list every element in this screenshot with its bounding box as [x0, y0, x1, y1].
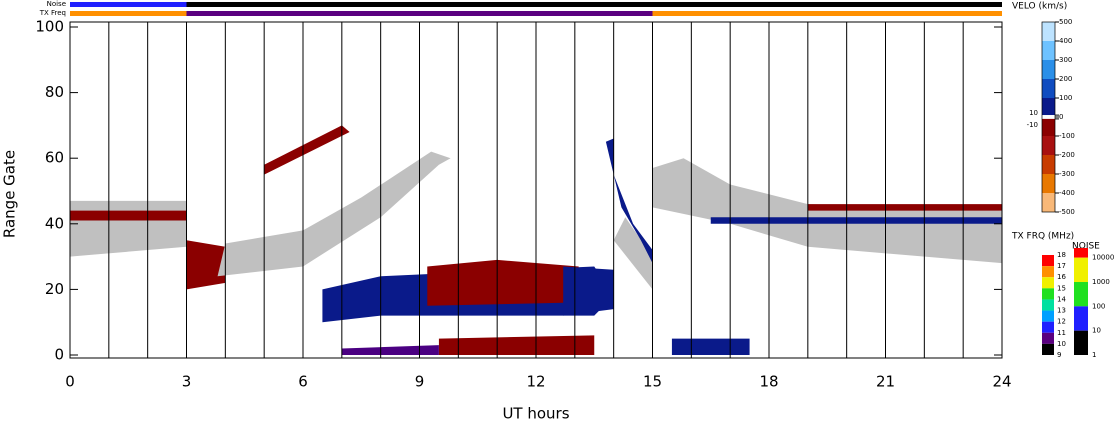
velocity-tick-label: 300: [1059, 56, 1072, 64]
y-tick-label: 40: [45, 214, 64, 232]
velocity-tick-label: -300: [1059, 170, 1075, 178]
freq-tick-label: 9: [1057, 351, 1061, 359]
velocity-tick-label: 100: [1059, 94, 1072, 102]
echo-region: [613, 217, 653, 290]
freq-tick-label: 13: [1057, 307, 1066, 315]
echo-region: [264, 125, 350, 175]
echo-region: [671, 338, 750, 355]
noise-segment: [70, 2, 1002, 7]
y-tick-label: 100: [35, 18, 64, 36]
echo-region: [438, 335, 595, 355]
noise-tick-label: 10000: [1092, 254, 1114, 262]
freq-tick-label: 16: [1057, 273, 1066, 281]
echo-region: [70, 200, 187, 257]
noise-swatch: [1074, 257, 1088, 283]
x-tick-label: 6: [298, 373, 308, 391]
freq-bar-label: TX Freq: [39, 9, 66, 17]
noise-tick-label: 1: [1092, 351, 1096, 359]
velocity-swatch: [1042, 60, 1055, 79]
velocity-swatch: [1042, 98, 1055, 116]
freq-tick-label: 10: [1057, 340, 1066, 348]
freq-tick-label: 18: [1057, 251, 1066, 259]
freq-swatch: [1042, 288, 1054, 300]
x-tick-label: 18: [759, 373, 778, 391]
freq-swatch: [1042, 343, 1054, 355]
echo-region: [605, 138, 653, 264]
velocity-swatch: [1042, 115, 1055, 117]
noise-swatch: [1074, 306, 1088, 331]
velocity-tick-label: -10: [1027, 121, 1038, 129]
velocity-tick-label: -500: [1059, 208, 1075, 216]
echo-region: [186, 240, 226, 290]
velocity-tick-label: 10: [1029, 109, 1038, 117]
noise-swatch: [1074, 282, 1088, 307]
freq-segment: [186, 11, 653, 16]
y-axis-label: Range Gate: [1, 150, 19, 238]
velocity-swatch: [1042, 79, 1055, 98]
velocity-swatch: [1042, 22, 1055, 41]
noise-tick-label: 10: [1092, 327, 1101, 335]
echo-region: [563, 266, 614, 316]
freq-swatch: [1042, 310, 1054, 322]
freq-swatch: [1042, 277, 1054, 289]
freq-tick-label: 12: [1057, 318, 1066, 326]
velocity-tick-label: -400: [1059, 189, 1075, 197]
echo-region: [710, 217, 1002, 224]
noise-bar-label: Noise: [47, 0, 66, 8]
freq-swatch: [1042, 332, 1054, 344]
y-tick-label: 60: [45, 149, 64, 167]
y-tick-label: 0: [54, 346, 64, 364]
velocity-tick-label: -100: [1059, 132, 1075, 140]
velocity-swatch: [1042, 155, 1055, 174]
velocity-swatch: [1042, 41, 1055, 60]
freq-swatch: [1042, 299, 1054, 311]
velocity-swatch: [1042, 118, 1055, 136]
freq-tick-label: 17: [1057, 262, 1066, 270]
freq-tick-label: 11: [1057, 329, 1066, 337]
x-tick-label: 21: [876, 373, 895, 391]
freq-swatch: [1042, 266, 1054, 278]
noise-swatch: [1074, 248, 1088, 258]
noise-swatch: [1074, 330, 1088, 355]
y-tick-label: 20: [45, 280, 64, 298]
freq-segment: [652, 11, 1002, 16]
echo-region: [70, 210, 187, 221]
echo-region: [341, 345, 439, 355]
x-tick-label: 9: [415, 373, 425, 391]
velocity-swatch: [1042, 193, 1055, 212]
x-tick-label: 3: [182, 373, 192, 391]
velocity-swatch: [1042, 174, 1055, 193]
velocity-tick-label: 200: [1059, 75, 1072, 83]
velocity-tick-label: 400: [1059, 37, 1072, 45]
velocity-title: VELO (km/s): [1012, 2, 1067, 12]
echo-region: [217, 151, 451, 277]
velocity-swatch: [1042, 117, 1055, 119]
freq-swatch: [1042, 255, 1054, 267]
velocity-tick-label: -200: [1059, 151, 1075, 159]
x-axis-label: UT hours: [502, 405, 569, 423]
x-tick-label: 12: [526, 373, 545, 391]
freq-tick-label: 15: [1057, 284, 1066, 292]
noise-segment: [70, 2, 187, 7]
freq-swatch: [1042, 321, 1054, 333]
x-tick-label: 24: [992, 373, 1011, 391]
x-tick-label: 0: [65, 373, 75, 391]
echo-region: [427, 259, 579, 306]
echo-region: [807, 204, 1002, 211]
freq-segment: [70, 11, 187, 16]
noise-tick-label: 1000: [1092, 278, 1110, 286]
freq-tick-label: 14: [1057, 295, 1066, 303]
y-tick-label: 80: [45, 83, 64, 101]
velocity-swatch: [1042, 136, 1055, 155]
velocity-tick-label: 500: [1059, 18, 1072, 26]
x-tick-label: 15: [643, 373, 662, 391]
velocity-tick-label: 0: [1059, 113, 1063, 121]
noise-title: NOISE: [1072, 242, 1100, 252]
freq-title: TX FRQ (MHz): [1011, 232, 1074, 242]
noise-tick-label: 100: [1092, 302, 1105, 310]
